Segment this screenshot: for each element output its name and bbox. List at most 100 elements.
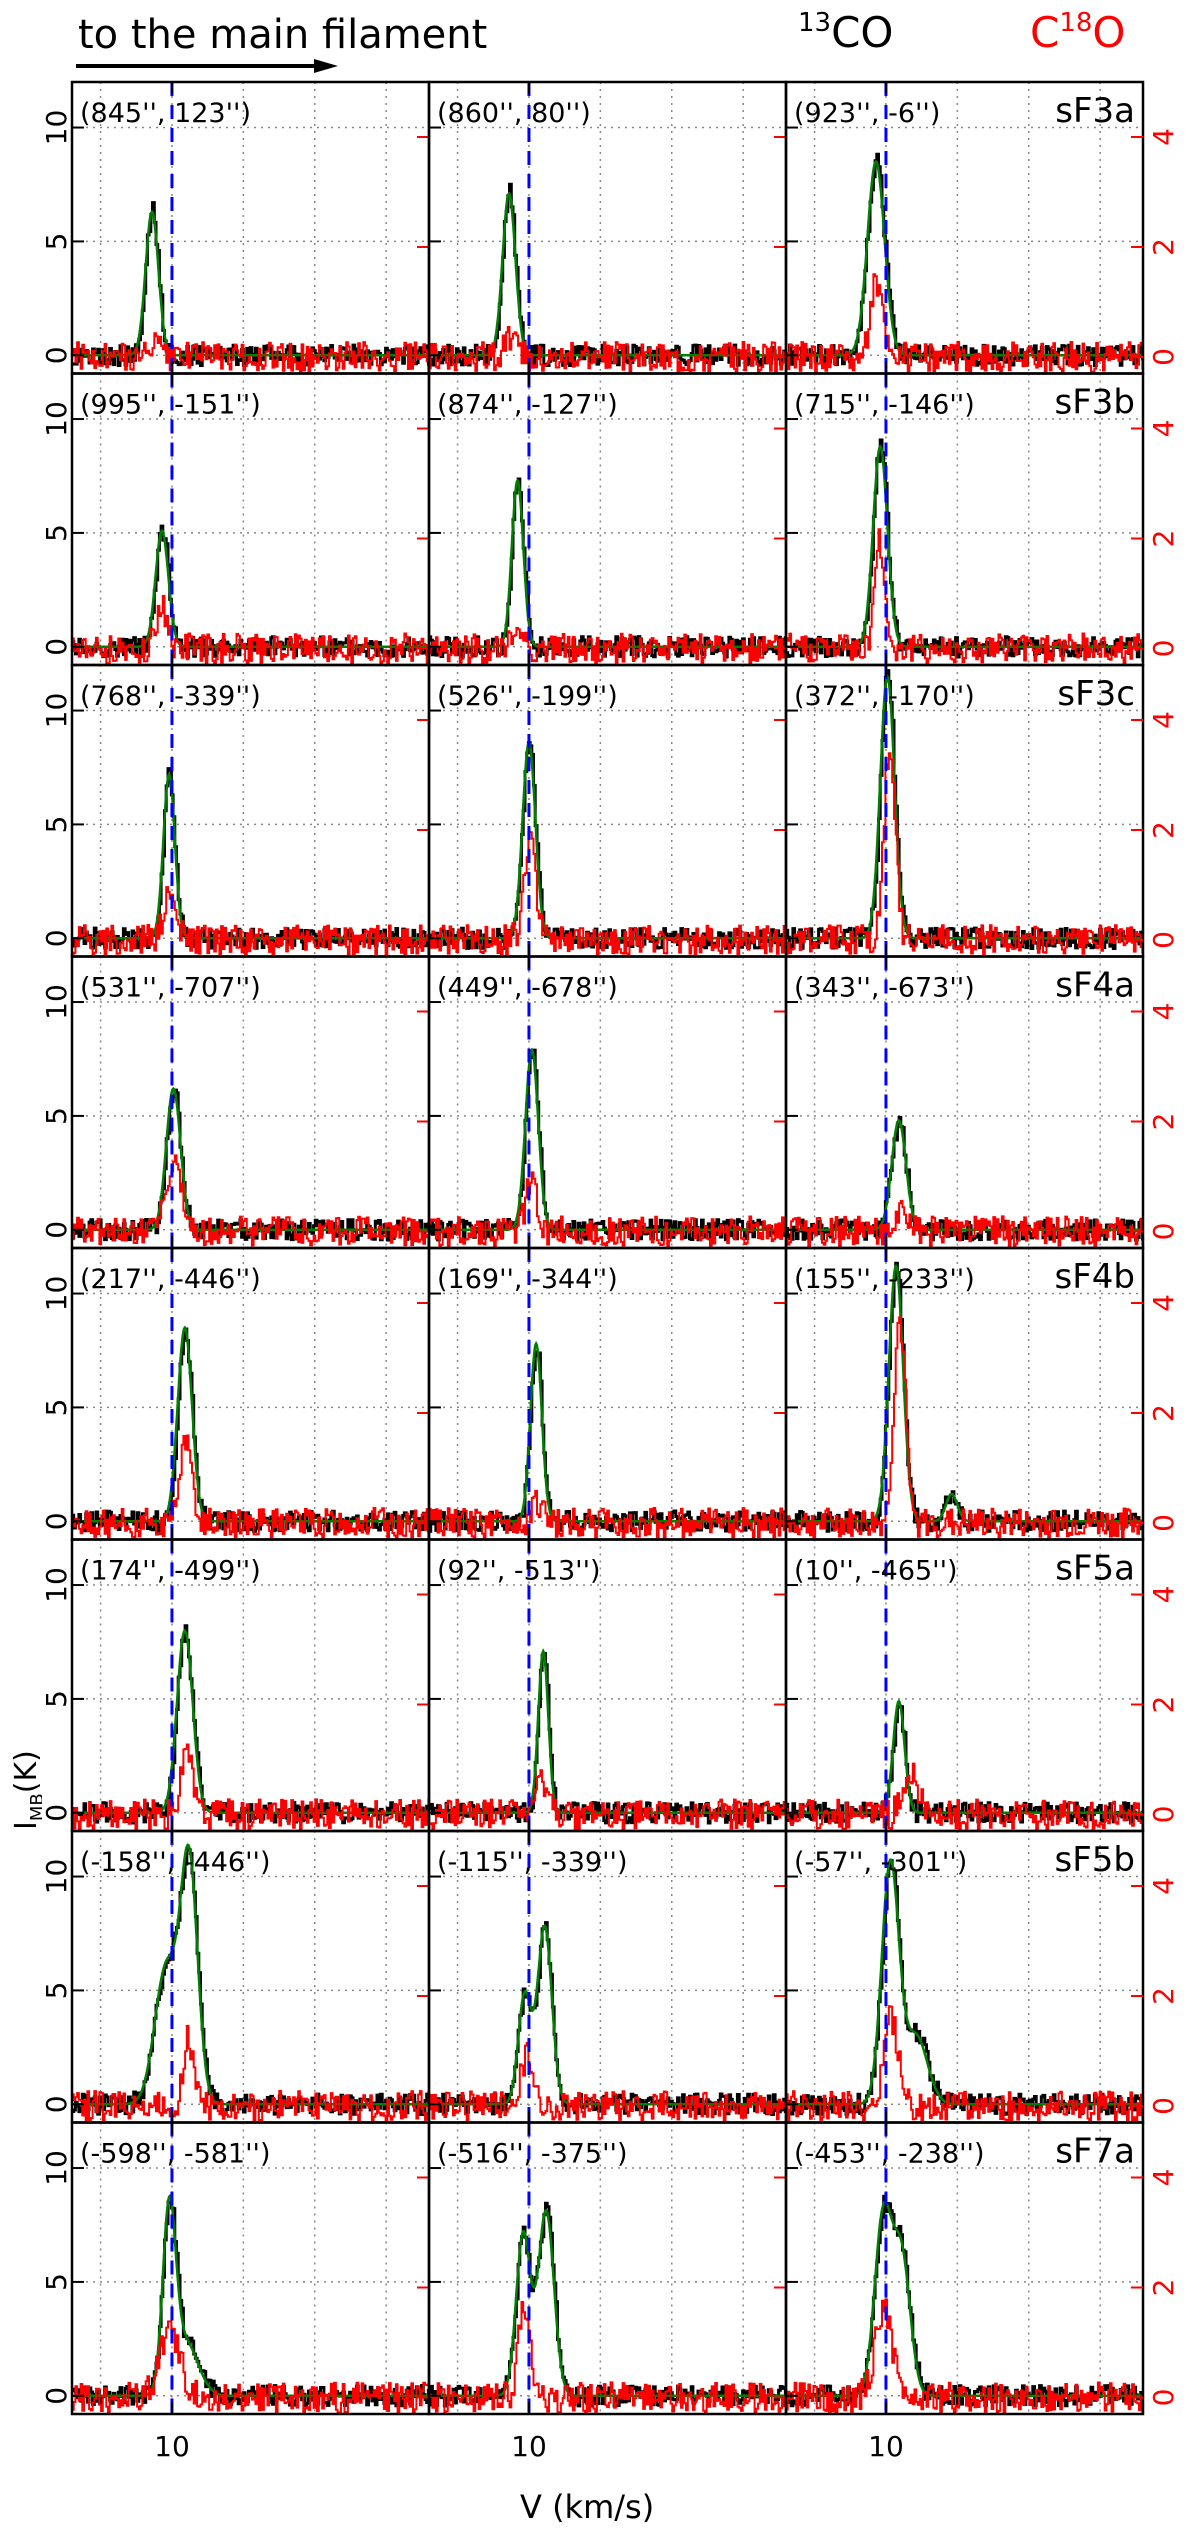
co13-fit-line (72, 209, 429, 357)
co13-fit-line (429, 477, 786, 649)
co13-spectrum (429, 2201, 788, 2408)
position-label: (343'', -673'') (794, 973, 975, 1004)
y-tick-label: 5 (40, 2273, 73, 2291)
y-right-tick-label: 0 (1147, 2097, 1180, 2115)
ylabel-unit: (K) (9, 1750, 42, 1793)
co13-spectrum (429, 182, 788, 367)
c18o-spectrum (72, 2320, 431, 2414)
x-axis-label: V (km/s) (520, 2488, 655, 2526)
y-right-tick-label: 4 (1147, 128, 1180, 146)
y-right-tick-label: 0 (1147, 1223, 1180, 1241)
region-label: sF4a (1055, 966, 1135, 1006)
y-tick-label: 10 (40, 984, 73, 1020)
y-right-tick-label: 0 (1147, 348, 1180, 366)
region-label: sF4b (1055, 1257, 1135, 1297)
c18o-spectrum (72, 1743, 431, 1831)
co13-fit-line (72, 1086, 429, 1232)
position-label: (-453'', -238'') (794, 2139, 984, 2170)
position-label: (874'', -127'') (437, 390, 618, 421)
co13-fit-line (72, 1628, 429, 1815)
region-label: sF3c (1057, 674, 1135, 714)
position-label: (-115'', -339'') (437, 1847, 627, 1878)
co13-spectrum (429, 1048, 788, 1242)
y-right-tick-label: 4 (1147, 1294, 1180, 1312)
c18o-spectrum (786, 1199, 1145, 1248)
x-tick-label: 10 (154, 2430, 190, 2463)
position-label: (10'', -465'') (794, 1556, 958, 1587)
position-label: (-57'', -301'') (794, 1847, 967, 1878)
y-tick-label: 10 (40, 1276, 73, 1312)
position-label: (923'', -6'') (794, 98, 940, 129)
y-right-tick-label: 2 (1147, 530, 1180, 548)
co13-legend-base: CO (831, 8, 894, 57)
c18o-spectrum (786, 1762, 1145, 1831)
position-label: (372'', -170'') (794, 681, 975, 712)
c18o-spectrum (786, 1316, 1145, 1539)
y-tick-label: 0 (40, 2095, 73, 2113)
co13-spectrum (72, 1327, 431, 1533)
direction-arrow-icon (76, 59, 338, 73)
y-axis-label: IMB(K) (9, 1750, 42, 1830)
c18o-legend: C18O (1030, 8, 1125, 57)
c18o-spectrum (72, 1154, 431, 1247)
position-label: (169'', -344'') (437, 1264, 618, 1295)
co13-fit-line (786, 1699, 1143, 1815)
y-right-tick-label: 2 (1147, 1696, 1180, 1714)
position-label: (155'', -233'') (794, 1264, 975, 1295)
filament-direction-label: to the main filament (78, 12, 488, 58)
position-label: (845'', 123'') (80, 98, 251, 129)
co13-fit-line (72, 1843, 429, 2106)
y-tick-label: 0 (40, 1512, 73, 1530)
co13-fit-line (72, 771, 429, 940)
co13-spectrum (786, 1859, 1145, 2116)
y-tick-label: 10 (40, 401, 73, 437)
co13-fit-line (786, 1858, 1143, 2106)
position-label: (860'', 80'') (437, 98, 591, 129)
y-right-tick-label: 2 (1147, 2279, 1180, 2297)
y-tick-label: 0 (40, 346, 73, 364)
region-label: sF5b (1055, 1840, 1135, 1880)
co13-legend: 13CO (798, 8, 893, 57)
y-tick-label: 10 (40, 1859, 73, 1895)
co13-fit-line (786, 159, 1143, 357)
co13-spectrum (72, 1624, 431, 1825)
y-tick-label: 5 (40, 816, 73, 834)
y-right-tick-label: 2 (1147, 238, 1180, 256)
co13-spectrum (786, 2194, 1145, 2408)
y-right-tick-label: 4 (1147, 711, 1180, 729)
co13-spectrum (72, 767, 431, 950)
panel-frame (784, 2121, 1145, 2416)
co13-fit-line (72, 1325, 429, 1523)
c18o-spectrum (72, 886, 431, 957)
position-label: (-598'', -581'') (80, 2139, 270, 2170)
co13-spectrum (429, 1921, 788, 2116)
y-tick-label: 0 (40, 638, 73, 656)
c18o-spectrum (786, 2298, 1145, 2414)
y-tick-label: 0 (40, 1804, 73, 1822)
y-right-tick-label: 2 (1147, 821, 1180, 839)
y-tick-label: 5 (40, 1982, 73, 2000)
c18o-legend-sup: 18 (1059, 8, 1093, 38)
position-label: (526'', -199'') (437, 681, 618, 712)
position-label: (217'', -446'') (80, 1264, 261, 1295)
position-label: (449'', -678'') (437, 973, 618, 1004)
y-right-tick-label: 4 (1147, 1877, 1180, 1895)
co13-spectrum (72, 201, 431, 367)
c18o-spectrum (72, 1434, 431, 1539)
co13-fit-line (429, 1340, 786, 1523)
y-right-tick-label: 0 (1147, 2389, 1180, 2407)
c18o-spectrum (786, 273, 1145, 373)
co13-spectrum (786, 152, 1145, 367)
position-label: (174'', -499'') (80, 1556, 261, 1587)
region-label: sF3a (1055, 91, 1135, 131)
co13-fit-line (429, 1648, 786, 1815)
position-label: (92'', -513'') (437, 1556, 601, 1587)
c18o-spectrum (429, 326, 788, 373)
position-label: (715'', -146'') (794, 390, 975, 421)
y-right-tick-label: 0 (1147, 1806, 1180, 1824)
c18o-spectrum (72, 594, 431, 665)
y-tick-label: 10 (40, 1567, 73, 1603)
y-tick-label: 10 (40, 2150, 73, 2186)
co13-spectrum (429, 741, 788, 950)
